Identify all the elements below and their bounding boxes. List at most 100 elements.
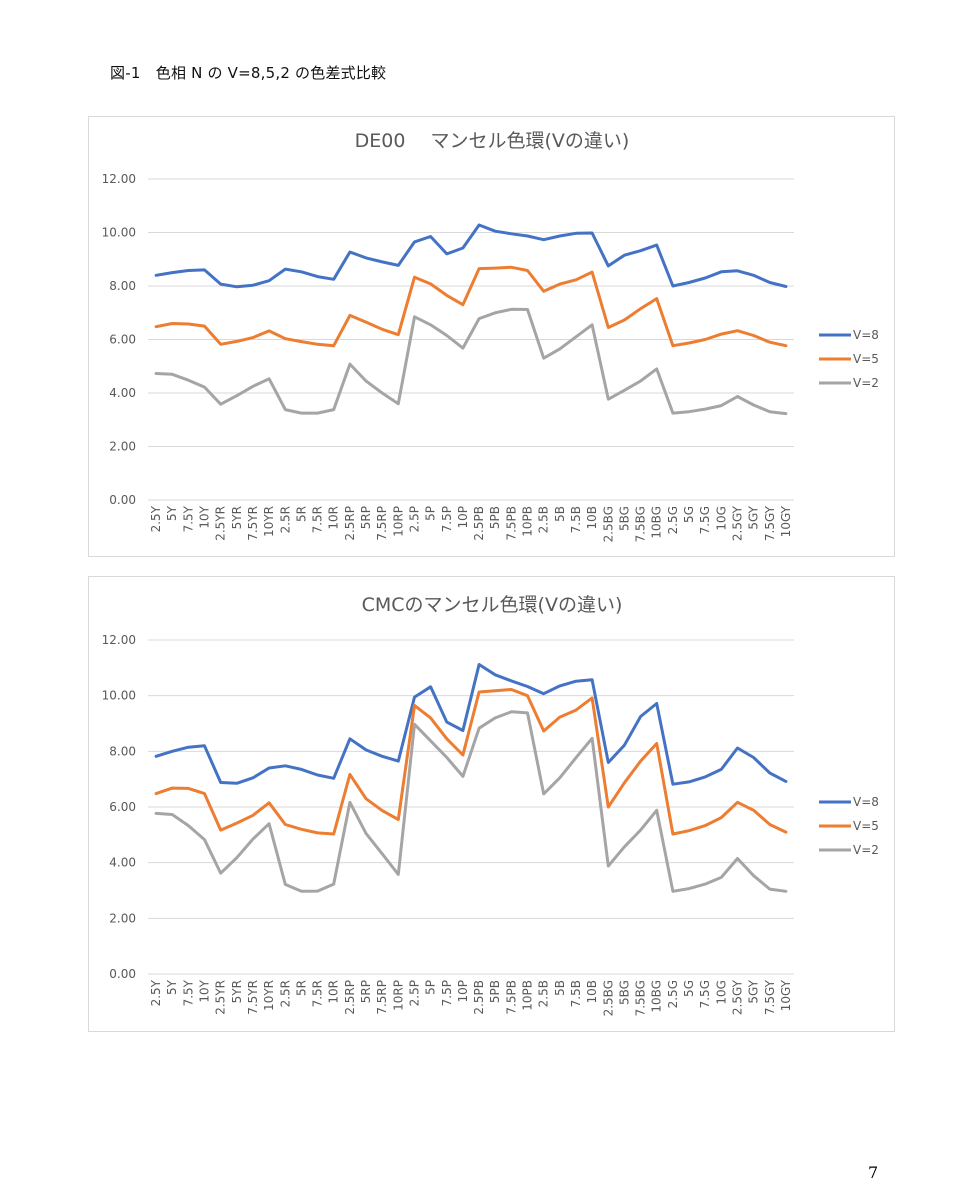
de00-legend-label: V=8 [853,328,879,342]
cmc-x-tick-label: 10YR [262,980,276,1011]
cmc-x-tick-label: 10G [714,980,728,1005]
de00-x-tick-label: 5PB [488,506,502,529]
cmc-series-line-V2 [154,710,788,893]
de00-x-tick-label: 2.5BG [601,506,615,542]
cmc-y-tick-label: 6.00 [109,800,136,814]
cmc-x-tick-label: 10BG [650,980,664,1013]
cmc-x-tick-label: 7.5PB [504,980,518,1015]
cmc-x-tick-label: 10Y [198,979,212,1002]
de00-x-tick-label: 10G [714,506,728,531]
de00-x-tick-label: 10BG [650,506,664,539]
de00-series-line-V8 [154,223,788,289]
cmc-x-tick-label: 5Y [165,979,179,995]
cmc-series-line-V5 [154,688,788,836]
cmc-x-tick-label: 5B [553,980,567,996]
de00-x-tick-label: 7.5P [440,506,454,532]
cmc-x-tick-label: 5GY [747,979,761,1003]
cmc-x-tick-label: 2.5GY [730,979,744,1015]
cmc-x-tick-label: 7.5GY [763,979,777,1015]
cmc-x-tick-label: 5PB [488,980,502,1003]
de00-x-tick-label: 7.5BG [634,506,648,542]
cmc-x-tick-label: 5YR [230,980,244,1003]
cmc-x-tick-label: 2.5BG [601,980,615,1016]
cmc-y-tick-label: 0.00 [109,967,136,981]
de00-x-tick-label: 5Y [165,505,179,521]
cmc-x-tick-label: 10B [585,980,599,1004]
de00-x-tick-label: 10R [327,506,341,530]
de00-y-tick-label: 2.00 [109,440,136,454]
chart-de00: DE00 マンセル色環(Vの違い) 0.00 2.00 4.00 6.00 8.00 10.… [88,116,895,557]
cmc-legend-label: V=5 [853,819,879,833]
de00-x-tick-label: 7.5G [698,506,712,534]
de00-x-tick-label: 5B [553,506,567,522]
de00-series-line-V2 [154,307,788,416]
de00-x-tick-label: 2.5P [407,506,421,532]
cmc-x-tick-label: 2.5R [278,980,292,1007]
cmc-x-tick-label: 7.5YR [246,980,260,1015]
de00-y-tick-label: 8.00 [109,279,136,293]
cmc-x-tick-label: 2.5B [537,980,551,1007]
cmc-x-tick-label: 7.5R [311,980,325,1007]
cmc-x-tick-label: 10PB [521,980,535,1011]
cmc-x-tick-label: 2.5RP [343,980,357,1015]
cmc-x-tick-label: 7.5B [569,980,583,1007]
cmc-x-tick-label: 7.5BG [634,980,648,1016]
de00-y-tick-label: 6.00 [109,333,136,347]
figure-caption: 図-1 色相 N の V=8,5,2 の色差式比較 [110,64,387,82]
de00-x-tick-label: 5RP [359,506,373,529]
cmc-series-line-V8 [154,663,788,786]
de00-x-tick-label: 2.5Y [149,505,163,532]
de00-x-tick-label: 2.5G [666,506,680,534]
de00-x-tick-label: 7.5YR [246,506,260,541]
cmc-y-tick-label: 2.00 [109,911,136,925]
cmc-y-tick-label: 10.00 [102,689,136,703]
de00-x-tick-label: 5R [294,506,308,522]
cmc-legend-label: V=2 [853,843,879,857]
cmc-x-tick-label: 2.5YR [214,980,228,1015]
de00-x-tick-label: 7.5PB [504,506,518,541]
cmc-x-tick-label: 5R [294,980,308,996]
de00-legend-label: V=2 [853,376,879,390]
cmc-x-tick-label: 7.5G [698,980,712,1008]
chart-cmc: CMCのマンセル色環(Vの違い) 0.00 2.00 4.00 6.00 8.00 10.0… [88,576,895,1032]
de00-x-tick-label: 10Y [198,505,212,528]
cmc-x-tick-label: 7.5RP [375,980,389,1015]
cmc-x-tick-label: 10RP [391,980,405,1011]
de00-x-tick-label: 2.5RP [343,506,357,541]
cmc-x-tick-label: 5BG [617,980,631,1005]
cmc-y-tick-label: 12.00 [102,633,136,647]
de00-x-tick-label: 7.5RP [375,506,389,541]
de00-x-tick-label: 2.5R [278,506,292,533]
de00-x-tick-label: 10B [585,506,599,530]
de00-x-tick-label: 2.5YR [214,506,228,541]
cmc-x-tick-label: 7.5P [440,980,454,1006]
cmc-x-tick-label: 2.5G [666,980,680,1008]
cmc-legend-label: V=8 [853,795,879,809]
chart-cmc-svg: CMCのマンセル色環(Vの違い) 0.00 2.00 4.00 6.00 8.00 10.0… [102,594,879,1016]
de00-x-tick-label: 10PB [521,506,535,537]
cmc-x-tick-label: 2.5P [407,980,421,1006]
cmc-chart-title: CMCのマンセル色環(Vの違い) [362,594,623,616]
de00-y-tick-label: 10.00 [102,226,136,240]
cmc-x-tick-label: 2.5PB [472,980,486,1015]
de00-x-tick-label: 7.5GY [763,505,777,541]
de00-x-tick-label: 7.5R [311,506,325,533]
cmc-x-tick-label: 10GY [779,979,793,1011]
cmc-x-tick-label: 5G [682,980,696,997]
de00-x-tick-label: 7.5Y [181,505,195,532]
de00-x-tick-label: 2.5GY [730,505,744,541]
de00-x-tick-label: 10P [456,506,470,529]
de00-x-tick-label: 10RP [391,506,405,537]
page-number: 7 [868,1163,879,1182]
de00-x-tick-label: 7.5B [569,506,583,533]
de00-y-tick-label: 4.00 [109,386,136,400]
de00-x-tick-label: 5P [424,506,438,521]
de00-y-tick-label: 12.00 [102,172,136,186]
de00-x-tick-label: 2.5B [537,506,551,533]
de00-x-tick-label: 10GY [779,505,793,537]
de00-x-tick-label: 10YR [262,506,276,537]
de00-series-line-V5 [154,265,788,348]
de00-legend-label: V=5 [853,352,879,366]
cmc-x-tick-label: 2.5Y [149,979,163,1006]
de00-x-tick-label: 5BG [617,506,631,531]
